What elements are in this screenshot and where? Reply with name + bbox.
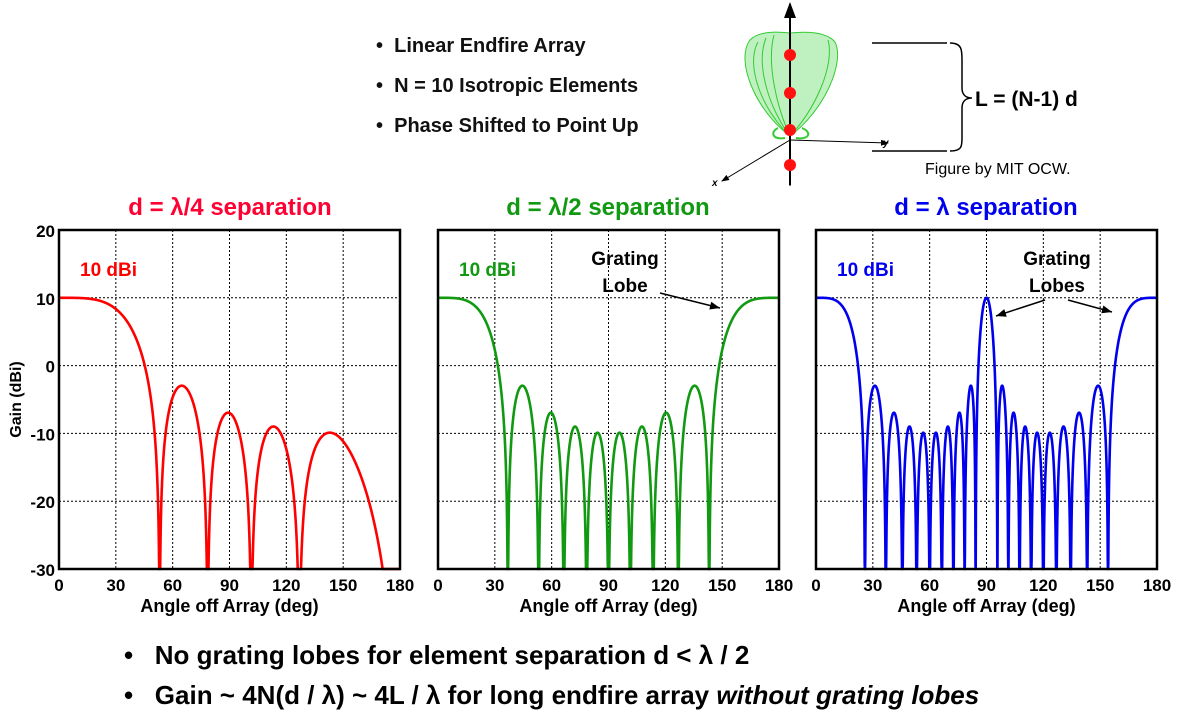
- x-tick-label: 0: [54, 576, 63, 595]
- x-axis-label: Angle off Array (deg): [897, 596, 1075, 616]
- intro-bullet: • Linear Endfire Array: [376, 35, 586, 57]
- annotation-arrow: [659, 292, 721, 309]
- plot-frame: [57, 228, 402, 571]
- gain-curve-endfire-array-gain: [814, 296, 1159, 571]
- x-tick-label: 120: [651, 576, 679, 595]
- y-tick-label: 10: [36, 290, 55, 309]
- element-dot: [784, 124, 796, 136]
- intro-bullet: • Phase Shifted to Point Up: [376, 115, 639, 137]
- footer-bullet: • No grating lobes for element separatio…: [124, 640, 750, 670]
- element-dot: [784, 159, 796, 171]
- y-tick-label: -30: [30, 561, 55, 580]
- y-tick-label: -10: [30, 425, 55, 444]
- chart-1: 0 30 60 90 120 150 180 Angle off Array (deg) 10 …: [433, 228, 793, 616]
- plot-frame: [436, 228, 781, 571]
- x-tick-label: 30: [485, 576, 504, 595]
- x-tick-label: 150: [1086, 576, 1114, 595]
- plot-frame: [814, 228, 1159, 571]
- radiation-pattern-lobe: [744, 31, 839, 140]
- intro-bullet: • N = 10 Isotropic Elements: [376, 75, 639, 97]
- x-axis: [721, 139, 791, 182]
- footer-bullet-emphasis: without grating lobes: [716, 680, 980, 710]
- x-tick-label: 60: [920, 576, 939, 595]
- gain-curve-endfire-array-gain: [57, 296, 402, 571]
- intro-bullet-text: N = 10 Isotropic Elements: [394, 75, 639, 97]
- x-tick-label: 0: [433, 576, 442, 595]
- arrowhead-icon: [996, 309, 1007, 317]
- y-tick-label: 0: [46, 358, 55, 377]
- x-tick-label: 30: [863, 576, 882, 595]
- x-tick-label: 90: [599, 576, 618, 595]
- array-elements: [784, 49, 796, 171]
- x-tick-label: 0: [811, 576, 820, 595]
- peak-gain-label: 10 dBi: [837, 260, 894, 281]
- element-dot: [784, 87, 796, 99]
- x-tick-label: 150: [708, 576, 736, 595]
- length-formula: L = (N-1) d: [975, 88, 1078, 111]
- x-tick-label: 180: [1143, 576, 1171, 595]
- chart-0: 0 30 60 90 120 150 180 20 10 0 -10 -20 -30 Angle off …: [8, 222, 414, 616]
- peak-gain-label: 10 dBi: [459, 260, 516, 281]
- x-tick-label: 180: [386, 576, 414, 595]
- x-tick-label: 90: [220, 576, 239, 595]
- x-tick-label: 30: [106, 576, 125, 595]
- y-axis: [789, 139, 889, 146]
- figure-credit: Figure by MIT OCW.: [925, 161, 1071, 178]
- x-tick-label: 150: [329, 576, 357, 595]
- footer-bullet-text: Gain ~ 4N(d / λ) ~ 4L / λ for long endfi…: [154, 680, 717, 710]
- y-axis-label: Gain (dBi): [8, 361, 25, 437]
- x-axis-label: Angle off Array (deg): [519, 596, 697, 616]
- grating-lobe-annotation: Lobe: [602, 276, 647, 297]
- intro-bullet-text: Phase Shifted to Point Up: [394, 115, 639, 137]
- chart-title-quarter-lambda: d = λ/4 separation: [128, 194, 332, 221]
- chart-title-lambda: d = λ separation: [894, 194, 1078, 221]
- chart-2: 0 30 60 90 120 150 180 Angle off Array (deg) 10 …: [811, 228, 1171, 616]
- footer-bullet: • Gain ~ 4N(d / λ) ~ 4L / λ for long end…: [124, 680, 980, 710]
- y-tick-label: -20: [30, 493, 55, 512]
- grating-lobe-annotation: Lobes: [1029, 276, 1085, 297]
- arrowhead-icon: [1101, 305, 1112, 314]
- x-tick-label: 180: [765, 576, 793, 595]
- x-tick-label: 120: [1029, 576, 1057, 595]
- arrowhead-icon: [709, 301, 720, 310]
- chart-title-half-lambda: d = λ/2 separation: [506, 194, 710, 221]
- grating-lobe-annotation: Grating: [1023, 249, 1091, 270]
- grating-lobe-annotation: Grating: [591, 249, 659, 270]
- x-tick-label: 120: [272, 576, 300, 595]
- element-dot: [784, 49, 796, 61]
- x-tick-label: 60: [163, 576, 182, 595]
- x-tick-label: 60: [542, 576, 561, 595]
- endfire-array-figure: y x L = (N-1) d Figure by MIT OCW.: [711, 2, 1078, 189]
- peak-gain-label: 10 dBi: [80, 260, 137, 281]
- intro-bullet-text: Linear Endfire Array: [394, 35, 586, 57]
- footer-bullet-text: No grating lobes for element separation …: [154, 640, 750, 670]
- y-axis-label: y: [882, 138, 889, 149]
- y-tick-label: 20: [36, 222, 55, 241]
- x-axis-label: x: [711, 178, 718, 189]
- x-axis-label: Angle off Array (deg): [140, 596, 318, 616]
- x-tick-label: 90: [977, 576, 996, 595]
- length-bracket: [872, 42, 973, 152]
